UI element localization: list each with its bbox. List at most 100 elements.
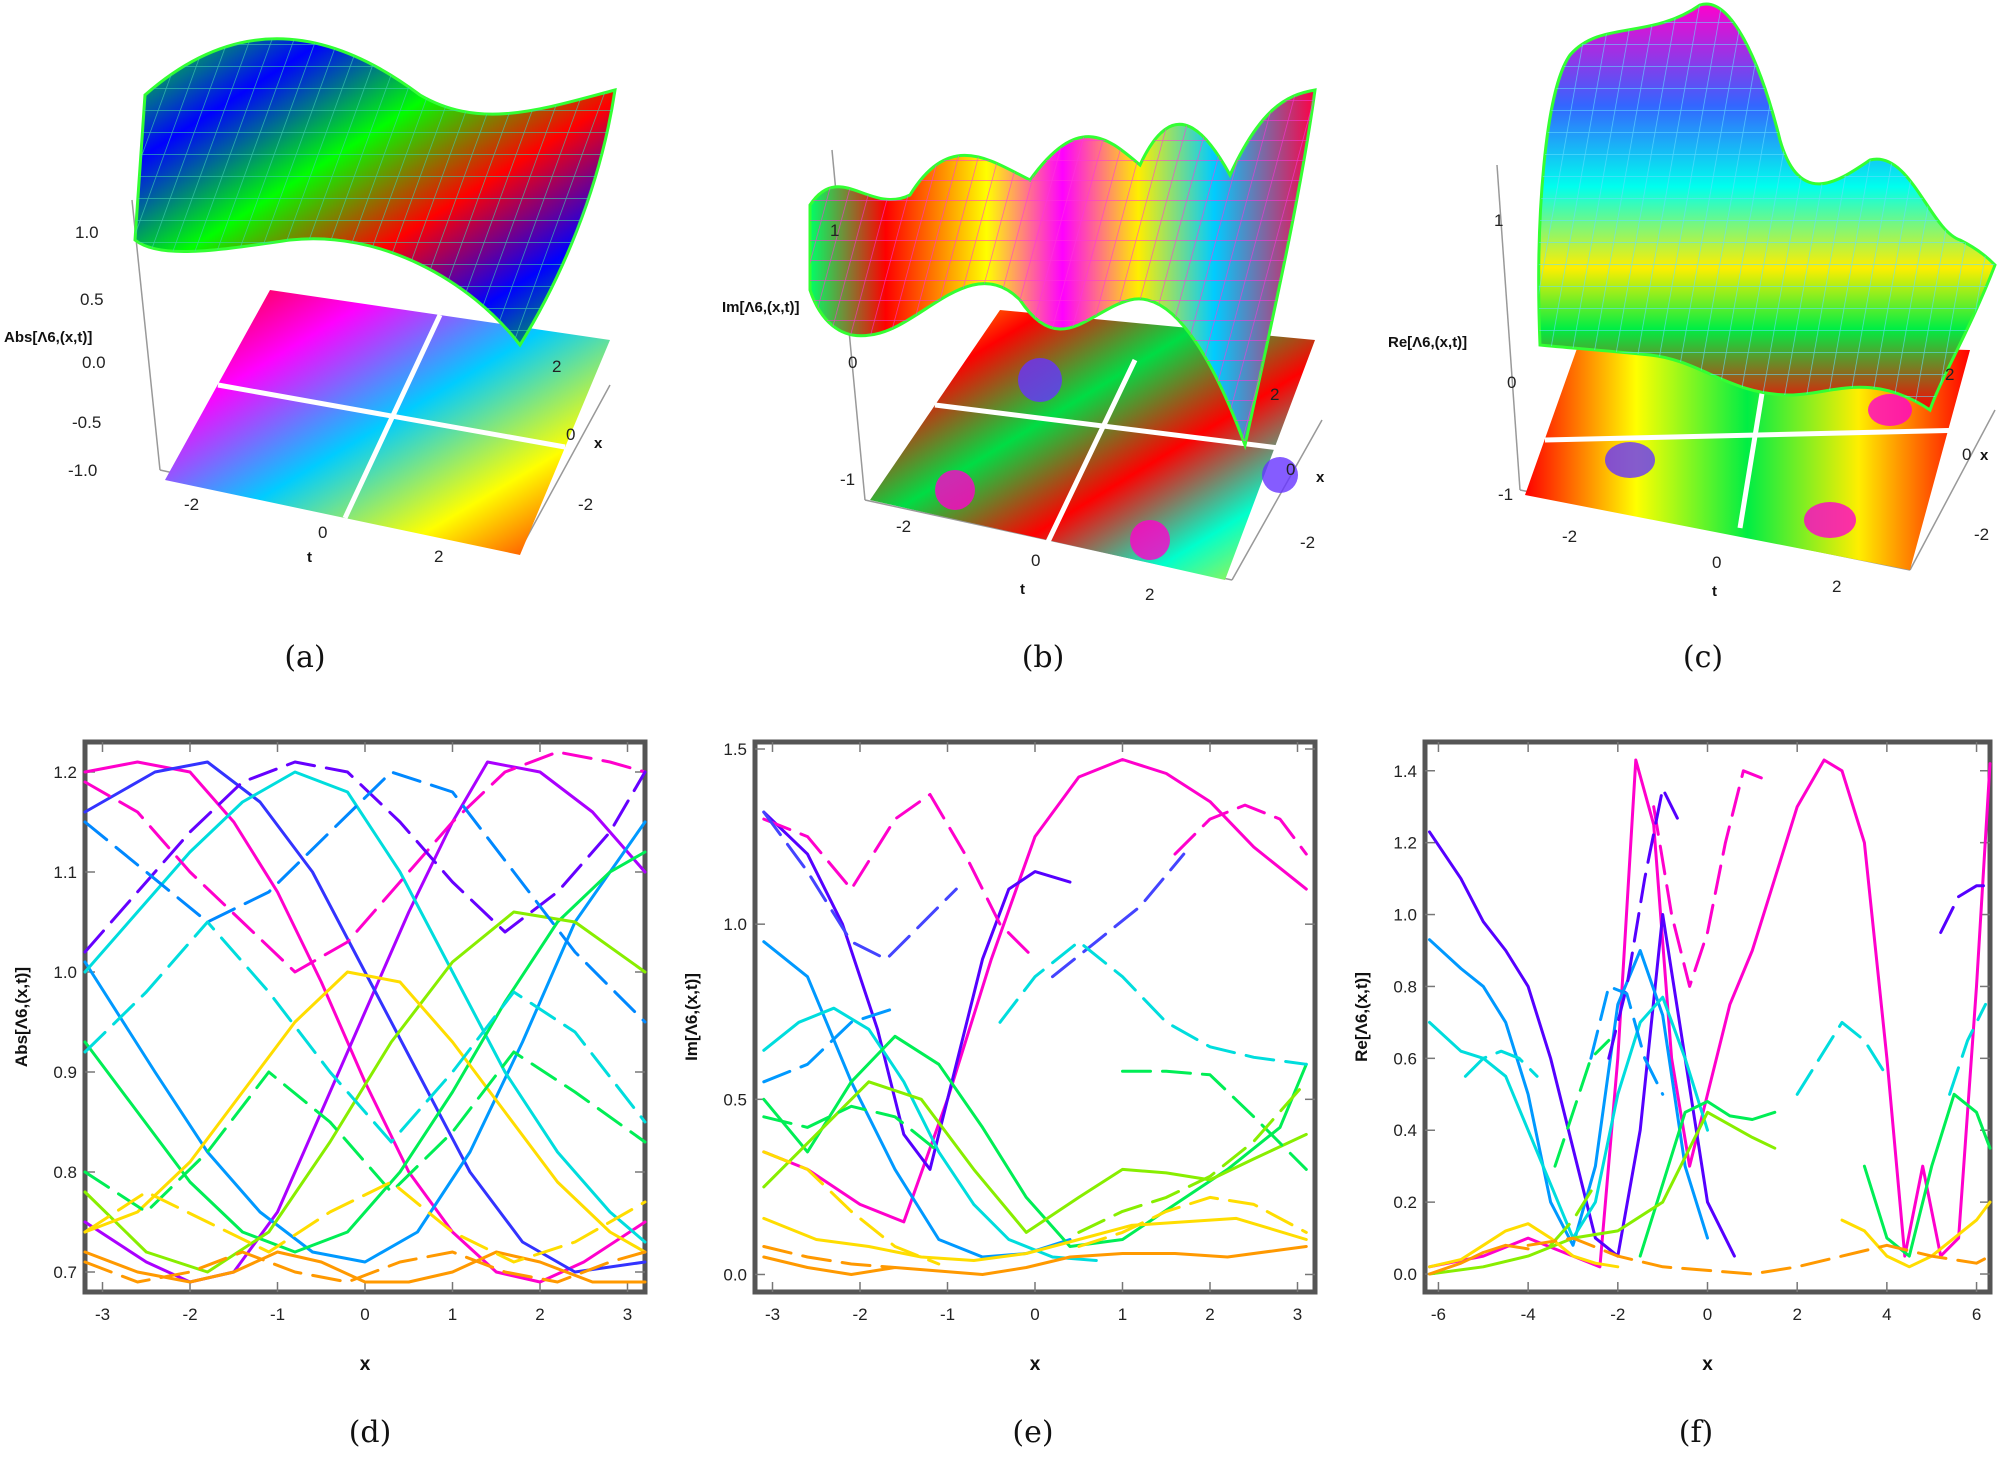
- x-tick-label: 0: [1703, 1305, 1712, 1324]
- series-line: [1652, 769, 1763, 988]
- series-line: [1589, 984, 1665, 1096]
- series-line: [1428, 758, 1992, 1269]
- series-line: [83, 1180, 647, 1264]
- series-line: [762, 810, 1072, 1171]
- y-tick-label: 1.0: [723, 915, 747, 934]
- panel-b-xtick: -2: [1300, 533, 1315, 552]
- series-line: [762, 1080, 1308, 1234]
- series-line: [1173, 803, 1308, 856]
- series-line: [762, 810, 958, 961]
- x-tick-label: -4: [1521, 1305, 1536, 1324]
- series-line: [1121, 1069, 1308, 1171]
- panel-c-xtick: -2: [1974, 525, 1989, 544]
- panel-b-ztick: 1: [830, 221, 839, 240]
- series-line: [1051, 852, 1186, 979]
- panel-c-ztick: -1: [1498, 485, 1513, 504]
- panel-c-zlabel: Re[Λ6,(x,t)]: [1388, 334, 1467, 351]
- panel-c-tlabel: t: [1712, 583, 1717, 600]
- series-line: [762, 758, 1308, 1224]
- series-line: [83, 1250, 647, 1284]
- panel-b-tlabel: t: [1020, 581, 1025, 598]
- panel-a-ttick: 2: [434, 547, 443, 566]
- x-tick-label: -6: [1431, 1305, 1446, 1324]
- panel-a-ztick: -1.0: [68, 461, 97, 480]
- panel-a-surface-plot: 1.0 0.5 0.0 -0.5 -1.0 -2 0 2 2 0 -2 Abs[…: [4, 37, 617, 566]
- y-tick-label: 1.5: [723, 740, 747, 759]
- y-tick-label: 1.1: [53, 863, 77, 882]
- x-tick-label: 1: [448, 1305, 457, 1324]
- caption-d: (d): [348, 1415, 392, 1450]
- panel-b-ttick: 2: [1145, 585, 1154, 604]
- panel-b-xlabel: x: [1316, 469, 1325, 486]
- x-axis-label: x: [1030, 1354, 1041, 1370]
- y-tick-label: 1.2: [53, 763, 77, 782]
- y-tick-label: 1.2: [1393, 834, 1417, 853]
- y-tick-label: 0.4: [1393, 1121, 1417, 1140]
- x-tick-label: 0: [360, 1305, 369, 1324]
- x-tick-label: -2: [852, 1305, 867, 1324]
- series-line: [1939, 884, 1992, 934]
- panel-a-ttick: -2: [184, 495, 199, 514]
- series-line: [1795, 1020, 1889, 1096]
- series-line: [83, 1050, 647, 1214]
- series-line: [762, 1006, 1098, 1262]
- panel-c-ttick: -2: [1562, 527, 1577, 546]
- series-line: [1463, 1049, 1539, 1078]
- series-line: [83, 760, 647, 954]
- series-line: [1840, 1200, 1992, 1269]
- y-tick-label: 0.0: [1393, 1265, 1417, 1284]
- series-line: [762, 793, 1037, 961]
- panel-f-line-plot: -6 -4 -2 0 2 4 6 0.0 0.2 0.4 0.6 0.8 1.0 1.2 1.4 x Re[Λ6…: [1352, 739, 1993, 1370]
- panel-a-tlabel: t: [307, 549, 312, 566]
- caption-c: (c): [1682, 640, 1724, 675]
- x-tick-label: 4: [1882, 1305, 1891, 1324]
- y-tick-label: 0.5: [723, 1090, 747, 1109]
- series-line: [762, 1104, 941, 1154]
- x-tick-label: 2: [535, 1305, 544, 1324]
- series-line: [83, 820, 647, 1264]
- panel-c-floor-contour: [1525, 340, 1970, 570]
- caption-e: (e): [1012, 1415, 1054, 1450]
- panel-b-ttick: 0: [1031, 551, 1040, 570]
- panel-a-xlabel: x: [594, 435, 603, 452]
- panel-b-ttick: -2: [896, 517, 911, 536]
- y-tick-label: 0.0: [723, 1265, 747, 1284]
- y-tick-label: 1.0: [53, 963, 77, 982]
- plot-frame: [1422, 739, 1993, 1295]
- panel-c-ttick: 0: [1712, 553, 1721, 572]
- panel-b-ztick: 0: [848, 353, 857, 372]
- series-line: [1549, 1182, 1597, 1247]
- x-tick-label: -2: [1610, 1305, 1625, 1324]
- series-line: [762, 1216, 1308, 1262]
- x-axis-label: x: [360, 1354, 371, 1370]
- y-tick-label: 0.7: [53, 1263, 77, 1282]
- panel-c-ztick: 0: [1507, 373, 1516, 392]
- x-tick-label: 6: [1972, 1305, 1981, 1324]
- series-line: [1428, 1243, 1530, 1276]
- x-tick-label: -1: [270, 1305, 285, 1324]
- panel-a-xtick: 0: [566, 425, 575, 444]
- caption-f: (f): [1678, 1415, 1714, 1450]
- y-tick-label: 0.8: [53, 1163, 77, 1182]
- panel-c-ztick: 1: [1494, 211, 1503, 230]
- panel-a-ztick: 1.0: [75, 223, 99, 242]
- panel-b-xtick: 2: [1270, 385, 1279, 404]
- x-tick-label: -3: [765, 1305, 780, 1324]
- y-tick-label: 0.8: [1393, 977, 1417, 996]
- panel-b-xtick: 0: [1286, 460, 1295, 479]
- y-axis-label: Re[Λ6,(x,t)]: [1352, 972, 1371, 1062]
- plot-frame: [82, 739, 648, 1295]
- x-tick-label: -2: [182, 1305, 197, 1324]
- caption-b: (b): [1021, 640, 1065, 675]
- series-line: [1638, 1100, 1777, 1258]
- series-line: [762, 1245, 1308, 1276]
- series-line: [83, 970, 647, 1254]
- x-tick-label: 1: [1118, 1305, 1127, 1324]
- x-tick-label: 2: [1792, 1305, 1801, 1324]
- y-tick-label: 0.2: [1393, 1193, 1417, 1212]
- series-line: [83, 750, 647, 974]
- y-tick-label: 1.0: [1393, 906, 1417, 925]
- y-tick-label: 1.4: [1393, 762, 1417, 781]
- x-tick-label: 0: [1030, 1305, 1039, 1324]
- panel-a-ttick: 0: [318, 523, 327, 542]
